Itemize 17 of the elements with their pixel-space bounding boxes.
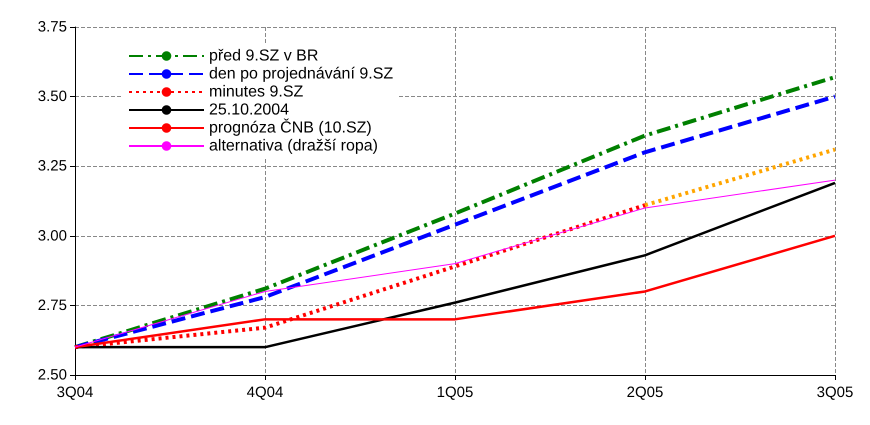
y-tick-label: 3.00	[38, 227, 67, 244]
y-tick-label: 3.50	[38, 88, 67, 106]
y-tick-label: 3.75	[38, 18, 67, 36]
x-tick-label: 3Q04	[56, 384, 94, 401]
legend-label: den po projednávání 9.SZ	[209, 66, 394, 82]
x-tick-label: 3Q05	[816, 384, 854, 401]
x-tick-label: 2Q05	[626, 384, 664, 401]
y-tick-label: 2.75	[38, 296, 67, 314]
x-tick-label: 1Q05	[436, 384, 474, 401]
legend-label: minutes 9.SZ	[209, 84, 304, 100]
legend-label: před 9.SZ v BR	[209, 48, 318, 64]
y-tick-label: 2.50	[38, 366, 67, 384]
legend-label: alternativa (dražší ropa)	[209, 138, 378, 154]
y-tick-label: 3.25	[38, 158, 67, 175]
legend-label: prognóza ČNB (10.SZ)	[209, 118, 372, 136]
legend-label: 25.10.2004	[209, 102, 290, 118]
x-tick-label: 4Q04	[246, 384, 284, 401]
